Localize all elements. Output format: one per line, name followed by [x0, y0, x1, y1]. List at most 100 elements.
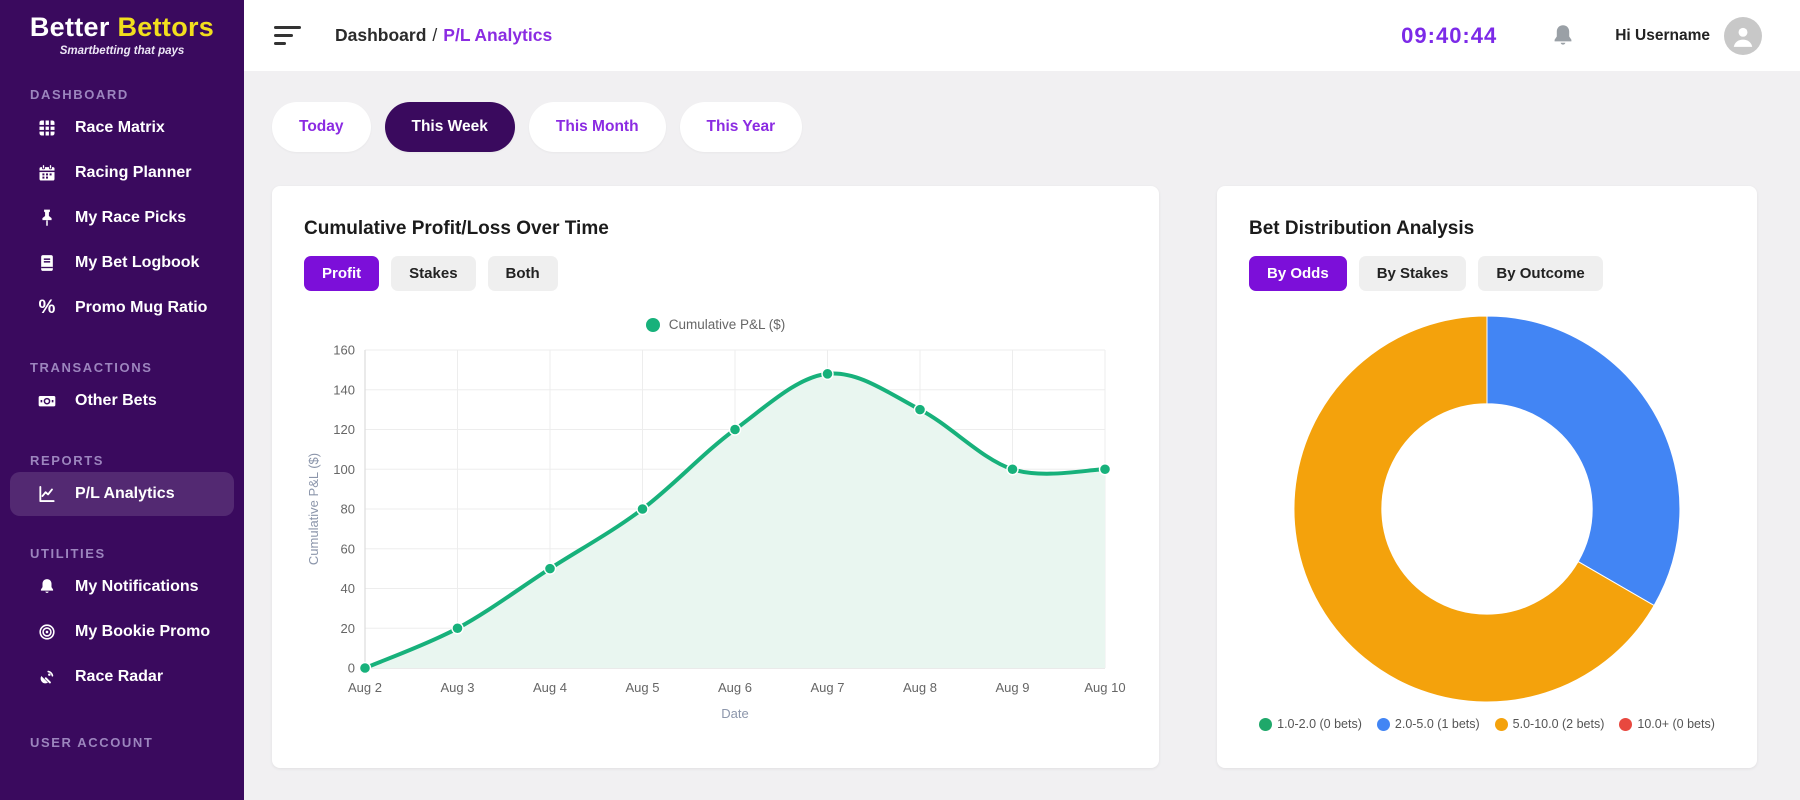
svg-text:60: 60	[341, 541, 355, 556]
sidebar-item-my-bet-logbook[interactable]: My Bet Logbook	[10, 241, 234, 285]
svg-text:Aug 10: Aug 10	[1084, 680, 1125, 695]
svg-text:Cumulative P&L ($): Cumulative P&L ($)	[306, 453, 321, 565]
percent-icon: %	[38, 297, 56, 318]
section-label-dashboard: DASHBOARD	[30, 87, 129, 102]
donut-legend-item[interactable]: 2.0-5.0 (1 bets)	[1376, 717, 1480, 731]
tab-by-stakes[interactable]: By Stakes	[1358, 256, 1467, 291]
tab-both[interactable]: Both	[487, 256, 558, 291]
filter-this-month[interactable]: This Month	[528, 102, 666, 152]
sidebar-item-label: My Race Picks	[75, 209, 187, 226]
svg-text:120: 120	[333, 422, 355, 437]
brand-first: Better	[29, 12, 110, 42]
brand-second: Bettors	[117, 12, 215, 42]
svg-text:Aug 2: Aug 2	[348, 680, 382, 695]
svg-text:Aug 9: Aug 9	[996, 680, 1030, 695]
sidebar-item-racing-planner[interactable]: Racing Planner	[10, 151, 234, 195]
bet-distribution-card: Bet Distribution Analysis By Odds By Sta…	[1217, 186, 1757, 768]
donut-plot	[1293, 315, 1681, 703]
pl-legend-label: Cumulative P&L ($)	[668, 317, 786, 332]
donut-legend-dot	[1494, 717, 1508, 731]
breadcrumb-current: P/L Analytics	[443, 25, 553, 45]
svg-text:Aug 3: Aug 3	[441, 680, 475, 695]
svg-text:160: 160	[333, 343, 355, 358]
menu-toggle-icon[interactable]	[274, 26, 301, 45]
chart-line-icon	[36, 483, 58, 505]
filter-this-week[interactable]: This Week	[384, 102, 515, 152]
bet-distribution-donut: 1.0-2.0 (0 bets) 2.0-5.0 (1 bets) 5.0-10.0…	[1249, 313, 1725, 731]
bell-icon	[36, 576, 58, 598]
donut-legend-label: 1.0-2.0 (0 bets)	[1277, 717, 1362, 731]
section-label-user-account: USER ACCOUNT	[30, 735, 154, 750]
sidebar-item-label: Race Matrix	[75, 119, 165, 136]
donut-legend-dot	[1259, 717, 1273, 731]
svg-text:Aug 5: Aug 5	[626, 680, 660, 695]
filter-this-year[interactable]: This Year	[679, 102, 803, 152]
tab-by-outcome[interactable]: By Outcome	[1478, 256, 1603, 291]
section-label-transactions: TRANSACTIONS	[30, 360, 153, 375]
dist-card-tabs: By Odds By Stakes By Outcome	[1249, 256, 1725, 291]
tab-profit[interactable]: Profit	[304, 256, 380, 291]
sidebar-item-race-matrix[interactable]: Race Matrix	[10, 106, 234, 150]
svg-text:40: 40	[341, 581, 355, 596]
sidebar-item-promo-mug-ratio[interactable]: % Promo Mug Ratio	[10, 286, 234, 330]
user-greeting: Hi Username	[1615, 26, 1710, 44]
svg-text:Aug 4: Aug 4	[533, 680, 567, 695]
svg-text:Aug 6: Aug 6	[718, 680, 752, 695]
sidebar-item-race-radar[interactable]: Race Radar	[10, 655, 234, 699]
pl-line-chart-plot: 0 20 40 60 80 100 120 140 160 Aug 2 Aug 3 Aug 4 Aug …	[306, 343, 1126, 722]
pin-icon	[36, 207, 58, 229]
banknote-icon	[36, 390, 58, 412]
donut-legend-item[interactable]: 10.0+ (0 bets)	[1619, 717, 1715, 731]
sidebar-item-my-notifications[interactable]: My Notifications	[10, 565, 234, 609]
svg-text:20: 20	[341, 621, 355, 636]
dist-card-title: Bet Distribution Analysis	[1249, 218, 1475, 239]
notifications-bell-icon[interactable]	[1551, 23, 1575, 49]
svg-text:Aug 8: Aug 8	[903, 680, 937, 695]
sidebar-item-label: My Bookie Promo	[75, 623, 211, 640]
grid-icon	[36, 117, 58, 139]
pl-line-chart: Cumulative P&L ($) 0 20 40 60 80 100 120 140 160…	[304, 317, 1127, 736]
live-clock: 09:40:44	[1401, 22, 1498, 48]
svg-text:140: 140	[333, 382, 355, 397]
pl-chart-legend[interactable]: Cumulative P&L ($)	[304, 317, 1127, 332]
sidebar-item-pl-analytics[interactable]: P/L Analytics	[10, 472, 234, 516]
sidebar-item-label: Race Radar	[75, 668, 164, 685]
sidebar-item-label: Promo Mug Ratio	[75, 299, 208, 316]
sidebar-item-other-bets[interactable]: Other Bets	[10, 379, 234, 423]
breadcrumb: Dashboard / P/L Analytics	[335, 25, 552, 46]
donut-legend-item[interactable]: 1.0-2.0 (0 bets)	[1259, 717, 1362, 731]
top-bar: Dashboard / P/L Analytics 09:40:44 Hi User…	[244, 0, 1800, 71]
brand-tagline: Smartbetting that pays	[59, 45, 185, 57]
svg-text:100: 100	[333, 462, 355, 477]
sidebar-item-my-bookie-promo[interactable]: My Bookie Promo	[10, 610, 234, 654]
sidebar: Better Bettors Smartbetting that pays DA…	[0, 0, 244, 800]
filter-today[interactable]: Today	[272, 102, 371, 152]
sidebar-item-label: Racing Planner	[75, 164, 192, 181]
sidebar-item-my-race-picks[interactable]: My Race Picks	[10, 196, 234, 240]
tab-stakes[interactable]: Stakes	[391, 256, 476, 291]
sidebar-item-label: My Bet Logbook	[75, 254, 200, 271]
donut-legend-dot	[1376, 717, 1390, 731]
svg-text:0: 0	[348, 661, 355, 676]
time-range-filter: Today This Week This Month This Year	[272, 102, 1757, 152]
pl-card-tabs: Profit Stakes Both	[304, 256, 1127, 291]
brand-logo: Better Bettors Smartbetting that pays	[0, 0, 244, 57]
sidebar-item-label: My Notifications	[75, 578, 199, 595]
avatar[interactable]	[1724, 16, 1762, 55]
tab-by-odds[interactable]: By Odds	[1249, 256, 1347, 291]
donut-legend-dot	[1619, 717, 1633, 731]
svg-text:Date: Date	[721, 706, 748, 721]
book-icon	[36, 252, 58, 274]
svg-text:80: 80	[341, 502, 355, 517]
donut-legend-label: 5.0-10.0 (2 bets)	[1512, 717, 1605, 731]
breadcrumb-root[interactable]: Dashboard	[335, 25, 427, 45]
target-icon	[36, 621, 58, 643]
section-label-utilities: UTILITIES	[30, 546, 106, 561]
donut-legend-item[interactable]: 5.0-10.0 (2 bets)	[1494, 717, 1605, 731]
svg-text:Aug 7: Aug 7	[811, 680, 845, 695]
sidebar-item-label: P/L Analytics	[75, 485, 175, 502]
main-content: Today This Week This Month This Year Cum…	[244, 71, 1800, 800]
pl-over-time-card: Cumulative Profit/Loss Over Time Profit …	[272, 186, 1159, 768]
breadcrumb-separator: /	[432, 25, 438, 45]
donut-legend: 1.0-2.0 (0 bets) 2.0-5.0 (1 bets) 5.0-10.0…	[1259, 717, 1715, 731]
